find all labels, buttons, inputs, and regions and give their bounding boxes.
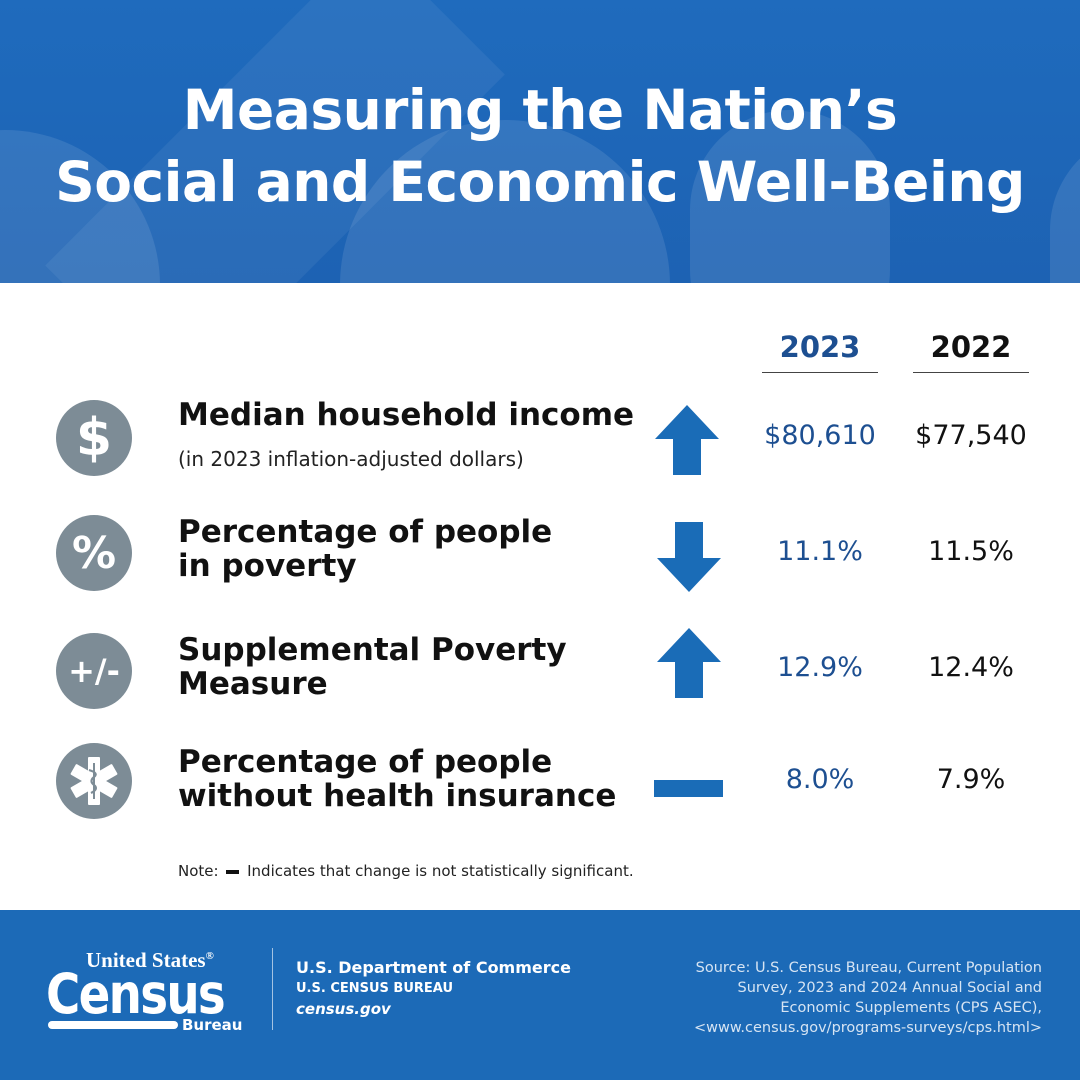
row-title: Percentage of people [178,744,553,780]
percent-icon: % [56,515,132,591]
column-header-2022: 2022 [913,330,1029,373]
note-text: Indicates that change is not statistical… [247,862,634,880]
row-title-line-2: in poverty [178,548,357,584]
title-line-1: Measuring the Nation’s [182,78,898,142]
website-link[interactable]: census.gov [296,1000,391,1018]
logo-census: Census [46,962,226,1026]
registered-mark: ® [205,950,214,962]
dash-icon [226,869,240,874]
row-title: Supplemental Poverty [178,632,567,668]
title-line-2: Social and Economic Well-Being [55,150,1025,214]
up-arrow-icon [655,405,719,475]
row-label-insurance: Percentage of people without health insu… [178,745,616,813]
column-header-2023: 2023 [762,330,878,373]
page-title: Measuring the Nation’s Social and Econom… [0,74,1080,218]
source-line: Survey, 2023 and 2024 Annual Social and [737,980,1042,996]
row-title: Percentage of people [178,514,553,550]
row-title-line-2: Measure [178,666,328,702]
row-label-spm: Supplemental Poverty Measure [178,633,567,701]
value-2023-spm: 12.9% [777,652,863,683]
value-2023-income: $80,610 [764,420,876,451]
footer: United States® Census Bureau U.S. Depart… [0,910,1080,1080]
star-of-life-icon [70,757,118,805]
note-prefix: Note: [178,862,219,880]
plus-minus-icon: +/- [56,633,132,709]
logo-underline [48,1021,178,1029]
row-title-line-2: without health insurance [178,778,617,814]
row-title: Median household income [178,397,635,433]
logo-united-states: United States® [86,948,214,973]
row-label-income: Median household income (in 2023 inflati… [178,398,634,476]
dollar-icon: $ [56,400,132,476]
source-line: Source: U.S. Census Bureau, Current Popu… [695,960,1042,976]
source-citation: Source: U.S. Census Bureau, Current Popu… [622,958,1042,1038]
value-2022-income: $77,540 [915,420,1027,451]
no-change-dash-icon [654,780,723,797]
row-label-poverty: Percentage of people in poverty [178,515,552,583]
footnote: Note: Indicates that change is not stati… [178,862,634,880]
source-line: Economic Supplements (CPS ASEC), [780,1000,1042,1016]
footer-divider [272,948,273,1030]
value-2023-poverty: 11.1% [777,536,863,567]
department-name: U.S. Department of Commerce [296,958,571,977]
value-2023-insurance: 8.0% [785,764,855,795]
row-sublabel: (in 2023 inflation-adjusted dollars) [178,447,524,471]
value-2022-insurance: 7.9% [936,764,1006,795]
value-2022-poverty: 11.5% [928,536,1014,567]
up-arrow-icon [657,628,721,698]
value-2022-spm: 12.4% [928,652,1014,683]
decorative-shape [690,110,890,283]
source-url[interactable]: <www.census.gov/programs-surveys/cps.htm… [694,1020,1042,1036]
logo-united-states-text: United States [86,948,206,972]
census-logo: United States® Census Bureau [46,948,246,1044]
medical-star-icon [56,743,132,819]
down-arrow-icon [657,522,721,592]
logo-bureau: Bureau [182,1016,243,1034]
department-block: U.S. Department of Commerce U.S. CENSUS … [296,958,571,1018]
header-banner: Measuring the Nation’s Social and Econom… [0,0,1080,283]
bureau-name: U.S. CENSUS BUREAU [296,981,454,996]
